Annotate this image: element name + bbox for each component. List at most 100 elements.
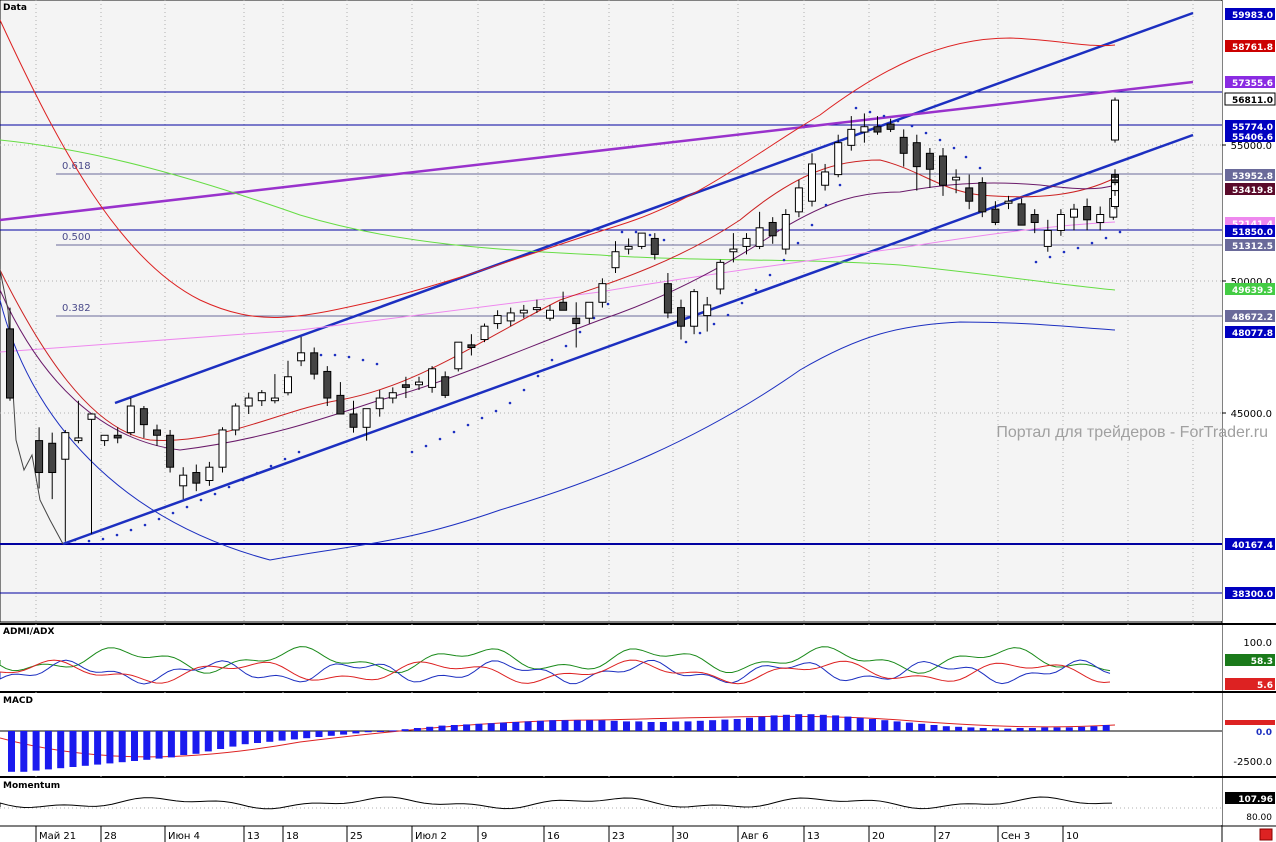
sar-dot bbox=[319, 353, 323, 357]
macd-bar bbox=[795, 714, 803, 731]
candle-body bbox=[716, 261, 725, 290]
ma-mid bbox=[0, 221, 1116, 353]
macd-bar bbox=[290, 731, 298, 740]
macd-bar bbox=[770, 715, 778, 731]
candle-body bbox=[663, 283, 672, 314]
macd-bar bbox=[180, 731, 188, 755]
macd-bar bbox=[131, 731, 138, 761]
macd-tick-label: 0.0 bbox=[1256, 728, 1272, 738]
sar-dot bbox=[494, 409, 498, 413]
macd-bar bbox=[389, 730, 397, 732]
price-tag-bg bbox=[1225, 225, 1275, 237]
sar-dot bbox=[740, 301, 744, 305]
macd-bar bbox=[266, 731, 274, 742]
adx-adx bbox=[0, 659, 1111, 685]
momentum-tag-bg bbox=[1225, 792, 1275, 804]
x-tick-label: 10 bbox=[1066, 831, 1079, 842]
sar-dot bbox=[1104, 236, 1108, 240]
adx-tag-bg bbox=[1225, 678, 1275, 690]
macd-bar bbox=[143, 731, 151, 760]
macd-bar bbox=[869, 719, 876, 731]
candle-body bbox=[6, 328, 14, 399]
x-tick-label: Авг 6 bbox=[741, 831, 769, 842]
macd-bar bbox=[1065, 727, 1073, 731]
macd-bar bbox=[586, 720, 594, 731]
candle-body bbox=[899, 136, 908, 154]
macd-bar bbox=[340, 731, 348, 735]
macd-signal-line bbox=[0, 715, 1116, 758]
sar-dot bbox=[1118, 230, 1122, 234]
candle-body bbox=[912, 142, 921, 168]
momentum-tag-value: 107.96 bbox=[1238, 795, 1273, 805]
sar-dot bbox=[347, 355, 351, 359]
candle-body bbox=[493, 315, 502, 325]
candle-body bbox=[952, 176, 961, 181]
price-tag-bg bbox=[1225, 8, 1275, 20]
macd-bar bbox=[856, 717, 864, 731]
ma-short-purple bbox=[0, 182, 1116, 451]
sar-dot bbox=[508, 401, 512, 405]
macd-bar bbox=[155, 731, 163, 759]
sar-dot bbox=[1062, 250, 1066, 254]
candle-body bbox=[139, 408, 148, 426]
sar-dot bbox=[480, 416, 484, 420]
macd-bar bbox=[1016, 728, 1024, 731]
price-tag-bg bbox=[1225, 310, 1275, 322]
ma-long bbox=[0, 139, 1116, 291]
sar-dot bbox=[536, 374, 540, 378]
macd-bar bbox=[401, 729, 409, 731]
candle-body bbox=[231, 405, 240, 431]
macd-bar bbox=[844, 716, 852, 731]
sar-dot bbox=[438, 437, 442, 441]
sar-dot bbox=[213, 492, 217, 496]
macd-bar bbox=[81, 731, 89, 766]
macd-bar bbox=[106, 731, 114, 764]
panel-title-momentum: Momentum bbox=[3, 781, 60, 791]
candle-body bbox=[166, 434, 175, 468]
macd-bar bbox=[1028, 728, 1036, 731]
macd-bar bbox=[241, 731, 249, 745]
candle-body bbox=[546, 309, 554, 319]
macd-bar bbox=[905, 722, 913, 731]
price-tag-value: 40167.4 bbox=[1232, 541, 1273, 551]
candle-body bbox=[1004, 200, 1013, 204]
sar-dot bbox=[333, 353, 337, 357]
macd-bar bbox=[512, 722, 520, 731]
candle-body bbox=[284, 376, 292, 394]
main-panel-bg bbox=[1, 1, 1222, 621]
sar-dot bbox=[1034, 260, 1038, 264]
candle-body bbox=[821, 171, 830, 186]
macd-bar bbox=[315, 731, 323, 737]
macd-bar bbox=[192, 731, 200, 754]
price-tick-label: 45000.0 bbox=[1231, 409, 1272, 420]
candle-body bbox=[886, 123, 895, 130]
x-tick-label: Июл 2 bbox=[415, 831, 447, 842]
sar-dot bbox=[424, 444, 428, 448]
macd-bar bbox=[254, 731, 261, 743]
macd-bar bbox=[278, 731, 286, 741]
candle-body bbox=[113, 434, 122, 439]
candle-body bbox=[205, 466, 214, 482]
scroll-corner-icon bbox=[1259, 828, 1273, 841]
x-tick-label: 13 bbox=[247, 831, 260, 842]
macd-bar bbox=[930, 725, 938, 731]
candle-body bbox=[349, 413, 358, 428]
candle-body bbox=[703, 304, 712, 317]
macd-bar bbox=[377, 731, 384, 732]
candle-body bbox=[126, 405, 135, 434]
macd-bar bbox=[979, 728, 987, 731]
macd-bar bbox=[635, 721, 643, 731]
macd-bar bbox=[303, 731, 311, 739]
candle-body bbox=[781, 214, 790, 250]
macd-bar bbox=[217, 731, 225, 749]
candle-body bbox=[441, 376, 450, 396]
candle-body bbox=[755, 227, 764, 247]
sar-dot bbox=[241, 478, 245, 482]
macd-bar bbox=[992, 728, 999, 731]
macd-bar bbox=[942, 726, 950, 731]
candle-body bbox=[925, 152, 934, 170]
sar-dot bbox=[115, 533, 119, 537]
price-tag-value: 48077.8 bbox=[1232, 329, 1273, 339]
macd-bar bbox=[327, 731, 335, 736]
macd-bar bbox=[746, 717, 753, 731]
